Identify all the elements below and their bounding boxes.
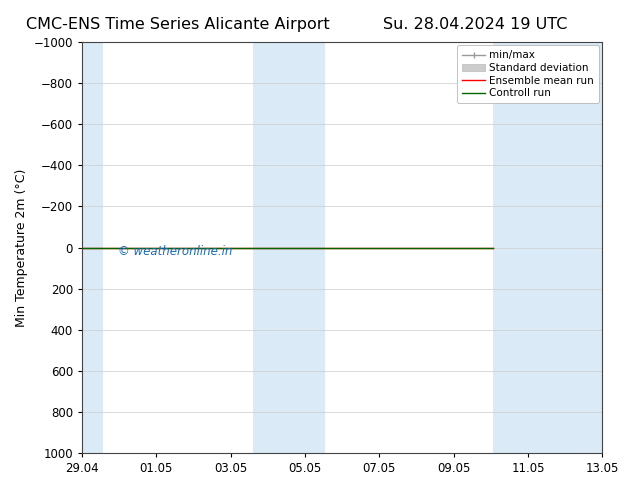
Bar <box>493 42 602 453</box>
Bar <box>253 42 325 453</box>
Text: CMC-ENS Time Series Alicante Airport: CMC-ENS Time Series Alicante Airport <box>25 17 330 32</box>
Bar <box>82 42 103 453</box>
Title: CMC-ENS Time Series Alicante Airport     Su. 28.04.2024 19 UTC: CMC-ENS Time Series Alicante Airport Su.… <box>0 489 1 490</box>
Legend: min/max, Standard deviation, Ensemble mean run, Controll run: min/max, Standard deviation, Ensemble me… <box>457 45 599 103</box>
Text: © weatheronline.in: © weatheronline.in <box>119 245 233 258</box>
Text: Su. 28.04.2024 19 UTC: Su. 28.04.2024 19 UTC <box>384 17 567 32</box>
Y-axis label: Min Temperature 2m (°C): Min Temperature 2m (°C) <box>15 169 28 327</box>
